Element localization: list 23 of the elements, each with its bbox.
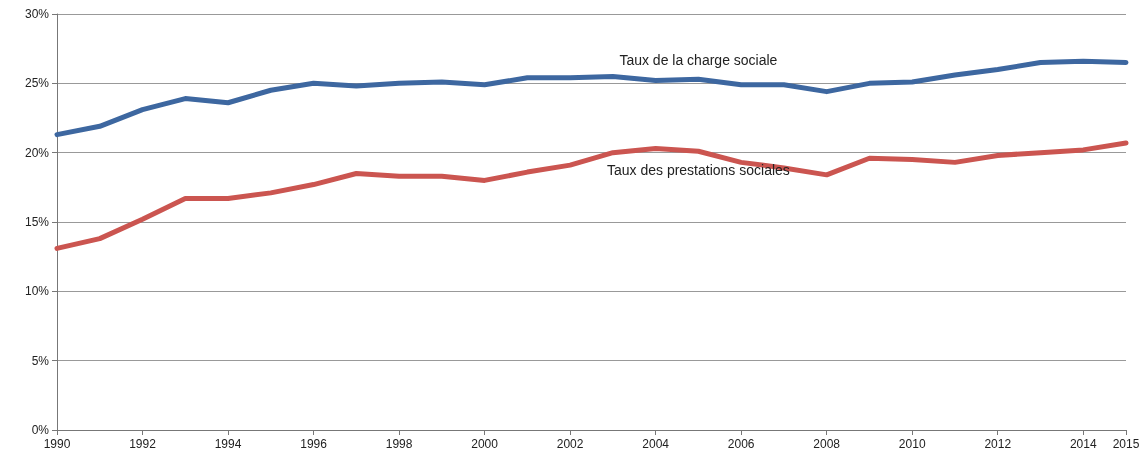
y-tick-label: 5% (31, 353, 50, 368)
x-tick-label: 2010 (898, 437, 926, 451)
x-tick-label: 2004 (642, 437, 670, 451)
y-tick-label: 20% (24, 145, 50, 160)
x-tick-label: 1998 (385, 437, 413, 451)
y-tick-label: 10% (24, 284, 50, 299)
x-tick-label: 1994 (214, 437, 242, 451)
y-tick-label: 30% (24, 7, 50, 21)
y-tick-label: 25% (24, 76, 50, 91)
series-label: Taux de la charge sociale (619, 52, 778, 69)
y-tick-label: 15% (24, 215, 50, 229)
x-tick-label: 2015 (1112, 437, 1140, 451)
x-tick-label: 1996 (300, 437, 328, 451)
x-tick-label: 1992 (129, 437, 157, 451)
x-tick-label: 1990 (43, 437, 71, 451)
x-tick-label: 2014 (1069, 437, 1097, 451)
series-label: Taux des prestations sociales (606, 162, 790, 179)
x-tick-label: 2006 (727, 437, 755, 451)
x-tick-label: 2002 (556, 437, 584, 451)
x-tick-label: 2012 (984, 437, 1012, 451)
x-tick-label: 2000 (471, 437, 499, 451)
y-tick-label: 0% (31, 423, 50, 437)
x-tick-label: 2008 (813, 437, 841, 451)
